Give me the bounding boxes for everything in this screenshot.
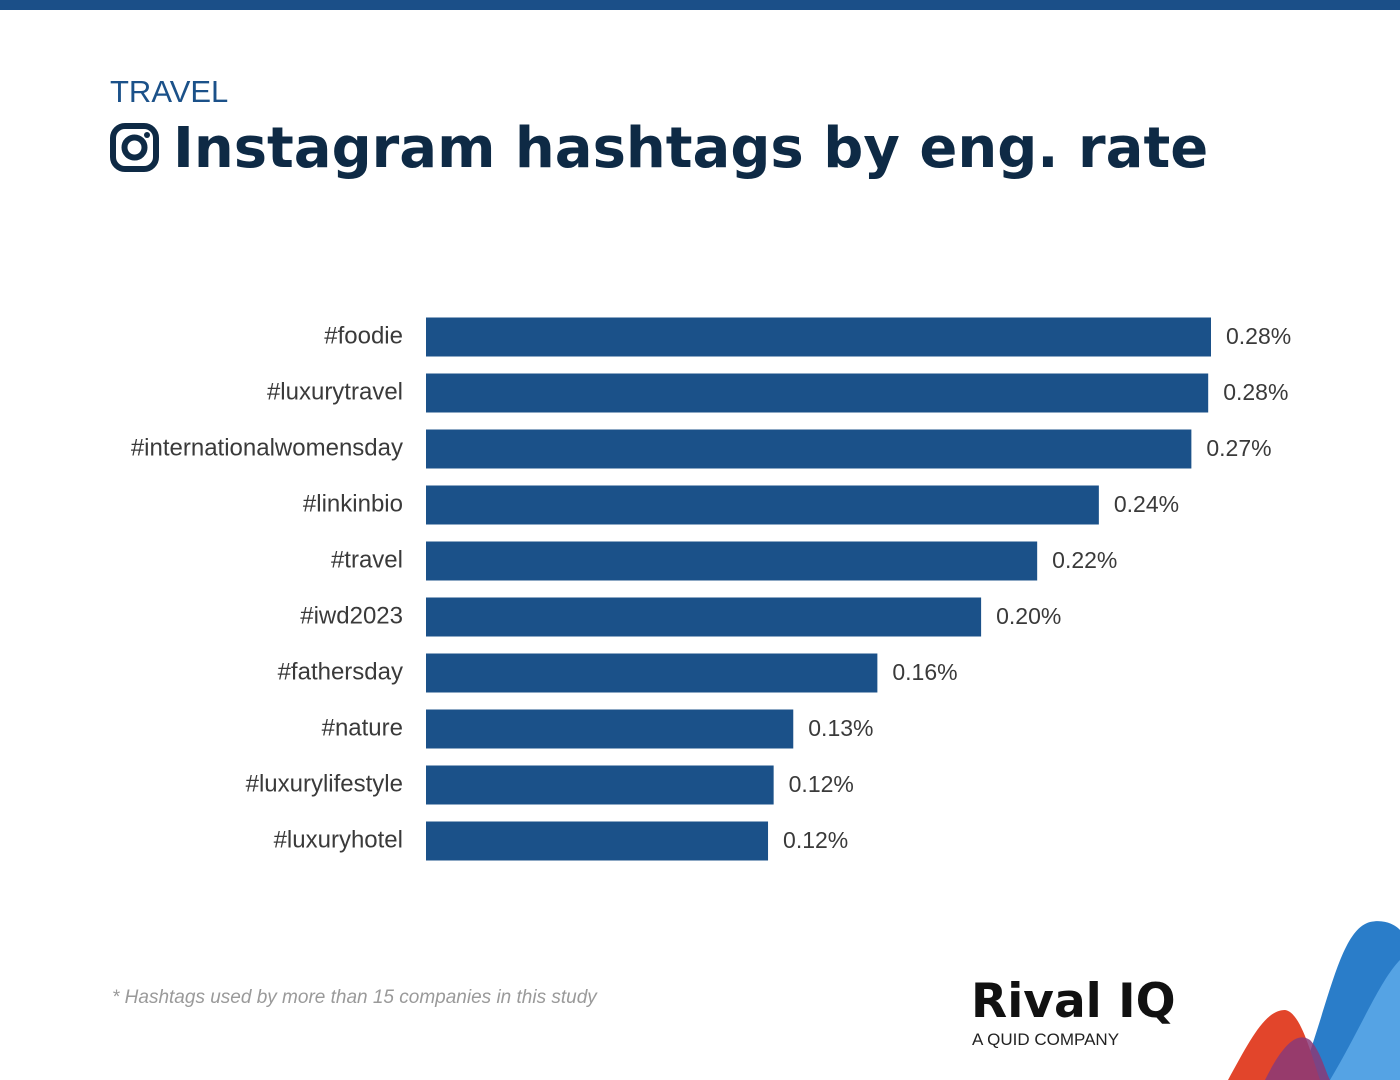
value-label: 0.27%: [1206, 435, 1271, 461]
category-label: #iwd2023: [300, 602, 403, 629]
chart-title: Instagram hashtags by eng. rate: [173, 116, 1208, 181]
value-label: 0.12%: [789, 771, 854, 797]
category-label: #nature: [322, 714, 403, 741]
category-label: #luxurytravel: [267, 378, 403, 405]
category-label: #linkinbio: [303, 490, 403, 517]
category-label: #foodie: [324, 322, 403, 349]
brand-name: Rival IQ: [971, 974, 1176, 1029]
bar: [426, 597, 982, 637]
bar: [426, 429, 1192, 469]
category-label: #luxurylifestyle: [246, 770, 403, 797]
category-label: #luxuryhotel: [274, 826, 403, 853]
bar: [426, 373, 1209, 413]
value-label: 0.12%: [783, 827, 848, 853]
instagram-icon: [110, 123, 159, 172]
value-label: 0.13%: [808, 715, 873, 741]
plot: #foodie 0.28% #luxurytravel 0.28% #internati…: [131, 317, 1291, 861]
value-label: 0.28%: [1226, 323, 1291, 349]
category-label: #travel: [331, 546, 403, 573]
category-label: #fathersday: [278, 658, 403, 685]
brand-tagline: A QUID COMPANY: [972, 1030, 1119, 1049]
chart-subtitle: TRAVEL: [110, 74, 228, 109]
value-label: 0.24%: [1114, 491, 1179, 517]
instagram-icon-dot: [144, 132, 150, 138]
value-label: 0.22%: [1052, 547, 1117, 573]
decor-waves: [1228, 921, 1400, 1080]
category-label: #internationalwomensday: [131, 434, 403, 461]
value-label: 0.20%: [996, 603, 1061, 629]
bar: [426, 765, 774, 805]
bar: [426, 317, 1211, 357]
bar: [426, 541, 1038, 581]
bar: [426, 709, 794, 749]
bar: [426, 821, 769, 861]
top-band: [0, 0, 1400, 10]
value-label: 0.16%: [892, 659, 957, 685]
bar: [426, 485, 1099, 525]
value-label: 0.28%: [1223, 379, 1288, 405]
bar: [426, 653, 878, 693]
footnote: * Hashtags used by more than 15 companie…: [112, 987, 598, 1008]
